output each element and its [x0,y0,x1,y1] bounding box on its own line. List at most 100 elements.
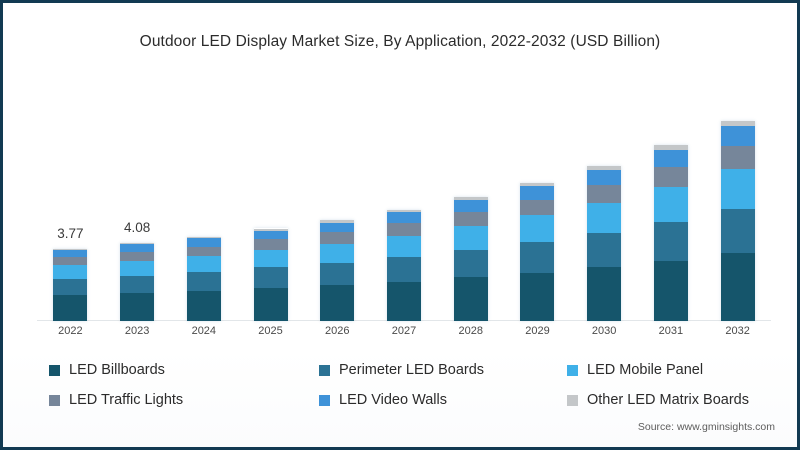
bar-column-2030[interactable] [571,81,638,321]
stacked-bar[interactable] [186,236,221,321]
bar-segment[interactable] [520,272,555,321]
legend-row: LED Billboards Perimeter LED Boards LED Mo… [49,355,769,385]
stacked-bar[interactable] [53,248,88,321]
stacked-bar[interactable] [320,220,355,321]
bar-segment[interactable] [386,209,421,213]
legend-item-led-mobile-panel[interactable]: LED Mobile Panel [567,362,767,378]
plot-area: 3.77 4.08 [37,81,771,321]
bar-segment[interactable] [587,232,622,268]
bar-segment[interactable] [120,275,155,293]
bar-segment[interactable] [320,243,355,263]
bar-segment[interactable] [53,248,88,251]
stacked-bar[interactable] [386,209,421,321]
bar-column-2022[interactable]: 3.77 [37,81,104,321]
bar-segment[interactable] [520,215,555,243]
bar-column-2025[interactable] [237,81,304,321]
bar-segment[interactable] [320,262,355,286]
bar-segment[interactable] [587,267,622,321]
bar-segment[interactable] [320,285,355,321]
bar-segment[interactable] [720,169,755,209]
bar-segment[interactable] [653,145,688,150]
stacked-bar[interactable] [587,165,622,321]
bar-segment[interactable] [53,265,88,279]
bar-segment[interactable] [386,235,421,258]
stacked-bar[interactable] [520,182,555,321]
bar-segment[interactable] [253,230,288,240]
bar-segment[interactable] [520,199,555,216]
bar-segment[interactable] [653,149,688,167]
bar-segment[interactable] [720,145,755,170]
bar-segment[interactable] [653,221,688,261]
bar-segment[interactable] [186,272,221,291]
bar-column-2023[interactable]: 4.08 [104,81,171,321]
bar-column-2028[interactable] [437,81,504,321]
bar-segment[interactable] [453,197,488,201]
stacked-bar[interactable] [720,121,755,321]
bar-segment[interactable] [520,186,555,200]
bar-segment[interactable] [120,260,155,276]
bar-segment[interactable] [53,250,88,258]
bar-segment[interactable] [320,220,355,223]
legend-item-led-traffic-lights[interactable]: LED Traffic Lights [49,392,319,408]
bar-segment[interactable] [453,212,488,227]
bar-segment[interactable] [120,244,155,252]
bar-segment[interactable] [186,256,221,273]
bar-segment[interactable] [53,257,88,266]
bar-segment[interactable] [453,277,488,321]
bar-segment[interactable] [320,222,355,233]
bar-segment[interactable] [253,249,288,268]
legend-item-led-video-walls[interactable]: LED Video Walls [319,392,567,408]
bar-column-2031[interactable] [638,81,705,321]
stacked-bar[interactable] [653,145,688,321]
x-tick-2022: 2022 [58,325,83,337]
legend-item-other-led-matrix-boards[interactable]: Other LED Matrix Boards [567,392,767,408]
bar-segment[interactable] [453,226,488,251]
bar-segment[interactable] [120,242,155,245]
bar-segment[interactable] [653,166,688,188]
stacked-bar[interactable] [120,242,155,321]
bar-segment[interactable] [253,267,288,288]
bar-column-2024[interactable] [170,81,237,321]
bar-segment[interactable] [386,281,421,321]
bar-segment[interactable] [53,278,88,295]
bar-segment[interactable] [720,121,755,127]
legend-item-perimeter-led-boards[interactable]: Perimeter LED Boards [319,362,567,378]
bar-segment[interactable] [253,239,288,250]
bar-segment[interactable] [587,169,622,185]
bar-segment[interactable] [720,208,755,253]
bar-segment[interactable] [587,184,622,203]
bar-segment[interactable] [720,252,755,321]
bar-segment[interactable] [53,294,88,321]
chart-legend: LED Billboards Perimeter LED Boards LED Mo… [49,355,769,415]
bar-column-2027[interactable] [371,81,438,321]
bar-segment[interactable] [386,257,421,282]
bar-segment[interactable] [120,292,155,321]
bar-segment[interactable] [587,202,622,233]
bar-segment[interactable] [720,126,755,146]
bar-segment[interactable] [186,238,221,247]
bar-segment[interactable] [587,165,622,170]
bar-segment[interactable] [453,250,488,278]
bar-segment[interactable] [253,287,288,321]
bar-segment[interactable] [653,260,688,321]
bar-column-2026[interactable] [304,81,371,321]
bar-segment[interactable] [386,212,421,224]
bar-segment[interactable] [520,242,555,273]
bar-segment[interactable] [386,223,421,236]
legend-item-led-billboards[interactable]: LED Billboards [49,362,319,378]
bar-segment[interactable] [186,246,221,257]
bar-segment[interactable] [453,200,488,213]
bar-segment[interactable] [120,251,155,261]
bar-segment[interactable] [253,228,288,231]
bar-value-label: 4.08 [123,219,151,235]
bar-segment[interactable] [520,182,555,187]
bar-segment[interactable] [186,290,221,321]
bar-column-2032[interactable] [704,81,771,321]
bar-segment[interactable] [320,232,355,244]
stacked-bar[interactable] [453,197,488,321]
bar-segment[interactable] [186,236,221,239]
bar-column-2029[interactable] [504,81,571,321]
stacked-bar[interactable] [253,228,288,321]
bar-segment[interactable] [653,187,688,222]
